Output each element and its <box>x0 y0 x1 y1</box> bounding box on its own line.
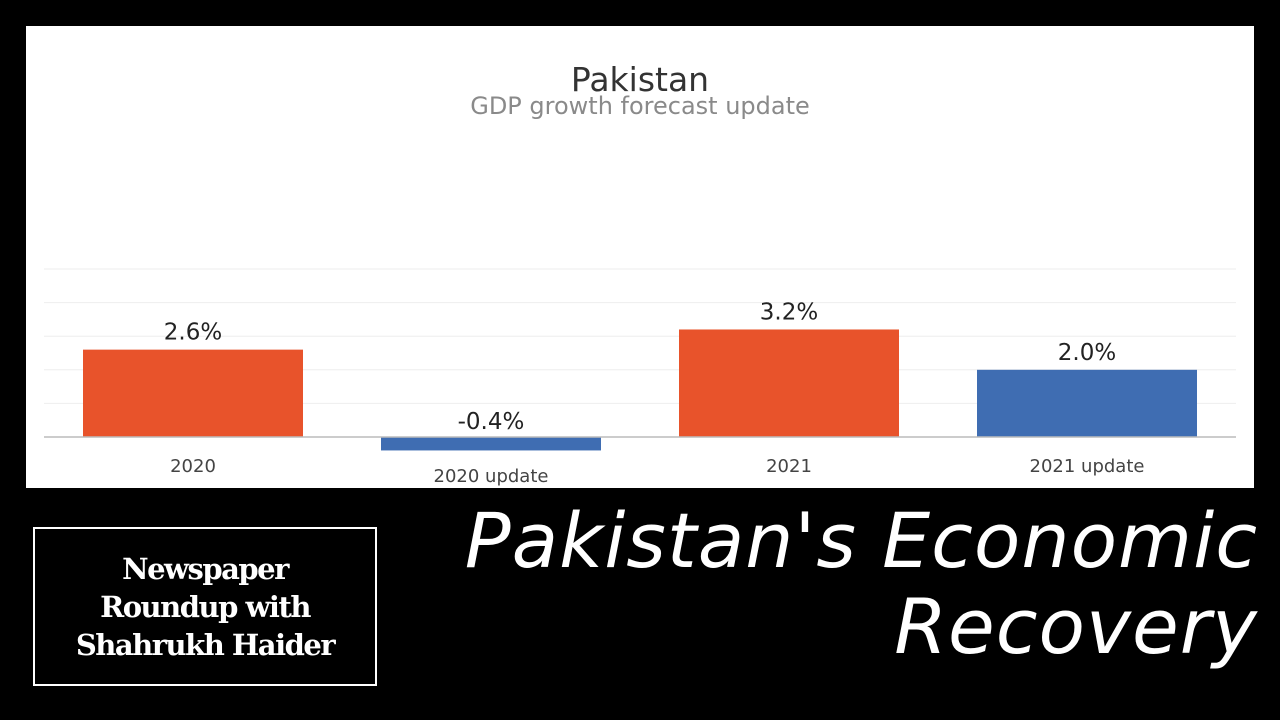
show-badge-line-2: Roundup with <box>100 589 311 624</box>
show-badge-line-1: Newspaper <box>122 551 289 586</box>
category-labels: 2020 2020 update 2021 2021 update <box>170 456 1144 487</box>
headline: Pakistan's Economic Recovery <box>420 498 1258 670</box>
bar-2021 <box>679 329 899 437</box>
chart-title: Pakistan <box>570 60 710 99</box>
show-badge-text: Newspaper Roundup with Shahrukh Haider <box>45 550 365 664</box>
value-label: 2.0% <box>1058 340 1116 366</box>
chart-panel: 2.6% -0.4% 3.2% 2.0% 2020 2020 update 2021 202… <box>26 26 1254 488</box>
show-badge-line-3: Shahrukh Haider <box>75 627 336 662</box>
value-labels: 2.6% -0.4% 3.2% 2.0% <box>164 299 1116 435</box>
headline-line-1: Pakistan's Economic <box>464 496 1258 585</box>
value-label: 2.6% <box>164 320 222 346</box>
category-label: 2020 update <box>434 466 549 487</box>
value-label: -0.4% <box>458 409 525 435</box>
show-badge: Newspaper Roundup with Shahrukh Haider <box>33 527 377 686</box>
bar-2020 <box>83 349 303 437</box>
bar-chart: 2.6%-0.4%3.2%2.0% 2020 2020 update 2021 202… <box>44 268 1236 487</box>
category-label: 2020 <box>170 456 216 477</box>
chart-subtitle: GDP growth forecast update <box>470 92 810 120</box>
category-label: 2021 update <box>1030 456 1145 477</box>
headline-line-2: Recovery <box>894 582 1258 671</box>
bar-2020-update <box>381 437 601 451</box>
category-label: 2021 <box>766 456 812 477</box>
bars <box>83 329 1197 451</box>
value-label: 3.2% <box>760 299 818 325</box>
bar-2021-update <box>977 369 1197 437</box>
